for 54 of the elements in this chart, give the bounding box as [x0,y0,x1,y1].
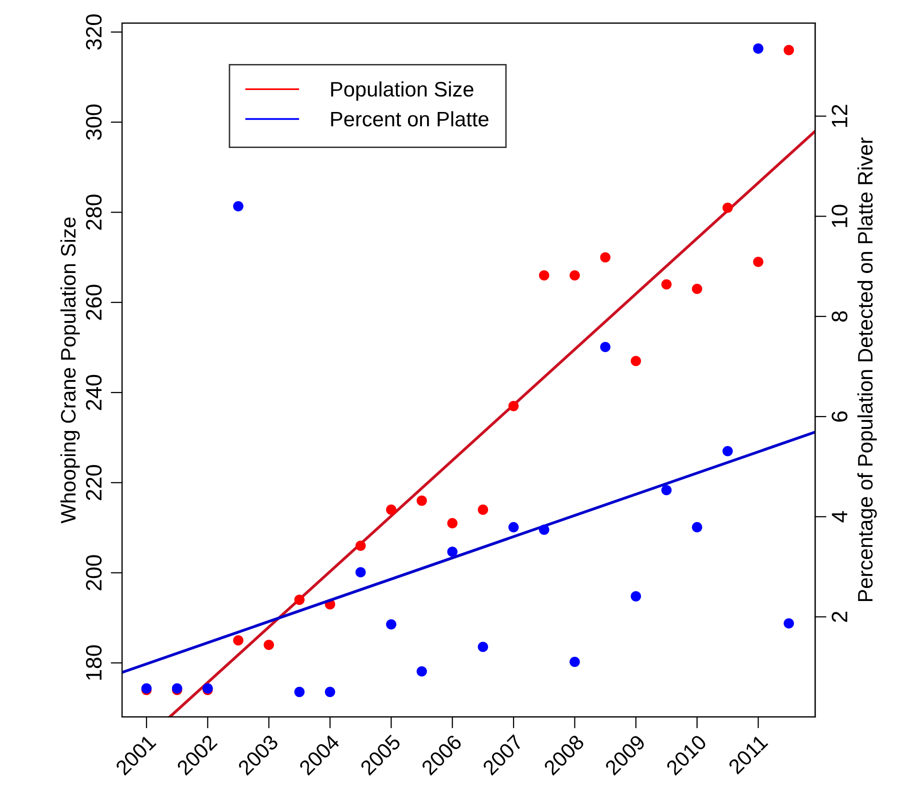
y2-axis-title: Percentage of Population Detected on Platte River [857,138,877,602]
y2-tick-label: 10 [832,204,848,227]
point [784,618,794,628]
point [508,522,519,532]
y-tick-label: 240 [86,374,102,410]
point [447,518,458,528]
point [570,656,580,668]
point [416,666,427,677]
y-axis-title: Whooping Crane Population Size [60,217,80,524]
point [233,201,244,212]
point [447,546,458,557]
y-tick-label: 220 [86,464,102,500]
point [661,485,672,496]
legend-label: Percent on Platte [331,111,488,126]
y2-tick-label: 6 [832,411,848,422]
point [753,43,764,54]
y-tick-label: 260 [86,284,102,320]
point [661,279,672,290]
point [264,640,274,650]
point [508,400,519,412]
point [233,635,244,646]
point [600,252,610,262]
y2-tick-label: 4 [832,511,848,522]
point [692,522,702,532]
point [355,540,366,551]
point [722,446,733,456]
point [722,202,733,213]
point [538,270,550,281]
point [478,504,488,515]
y-tick-label: 280 [86,194,102,230]
point [355,567,366,578]
point [600,342,610,352]
point [386,504,396,515]
y-tick-label: 200 [86,555,102,590]
point [386,619,396,630]
point [630,591,642,602]
point [753,256,764,268]
point [784,44,794,56]
point [478,642,488,652]
point [538,524,550,535]
y-tick-label: 320 [86,14,102,50]
y-tick-label: 300 [86,104,102,140]
point [692,284,702,294]
point [324,686,336,698]
point [416,496,427,506]
point [294,594,305,605]
y-tick-label: 180 [86,645,102,680]
point [570,270,580,281]
y2-tick-label: 2 [832,612,848,622]
point [630,356,642,366]
y2-tick-label: 8 [832,311,848,322]
point [294,686,305,698]
y2-tick-label: 12 [832,104,848,127]
legend-label: Population Size [331,81,474,101]
